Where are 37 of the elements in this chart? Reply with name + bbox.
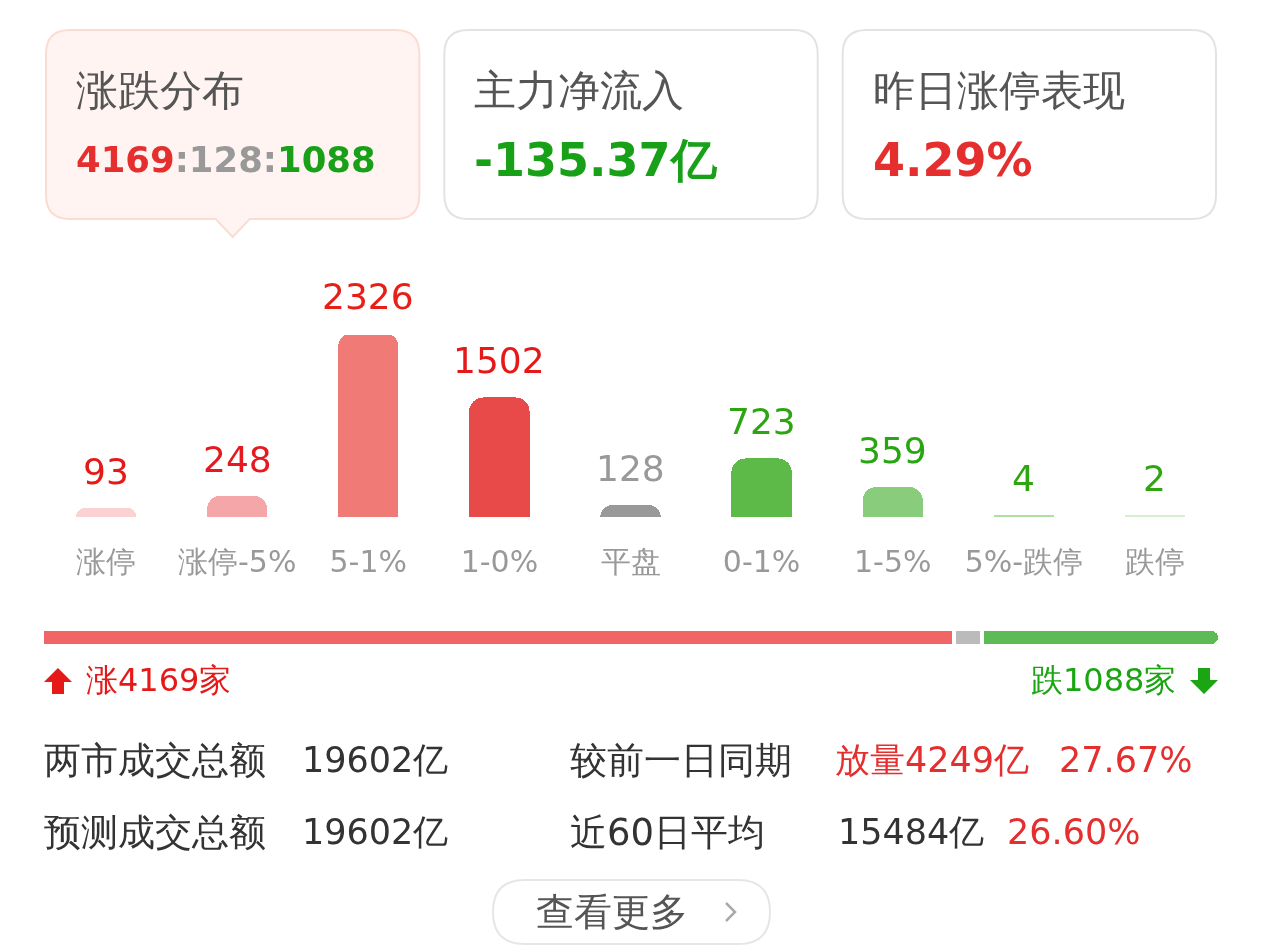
x-tick-label: 涨停-5% bbox=[177, 544, 297, 579]
x-tick-label: 跌停 bbox=[1124, 544, 1185, 579]
text: 19602亿 bbox=[302, 740, 449, 780]
text: 近60日平均 bbox=[570, 811, 766, 854]
text: 26.60% bbox=[1007, 812, 1141, 852]
text: -135.37亿 bbox=[474, 133, 718, 187]
text: 15484亿 bbox=[838, 812, 985, 852]
data-label: 359 bbox=[858, 430, 927, 471]
text: 19602亿 bbox=[302, 812, 449, 852]
x-tick-label: 涨停 bbox=[76, 544, 137, 579]
text: 主力净流入 bbox=[474, 66, 684, 115]
text: 涨跌分布 bbox=[76, 66, 244, 115]
x-tick-label: 1-5% bbox=[853, 544, 932, 579]
x-tick-label: 5-1% bbox=[329, 544, 408, 579]
data-label: 128 bbox=[596, 448, 665, 489]
text: 放量4249亿 bbox=[835, 740, 1030, 780]
x-tick-label: 0-1% bbox=[722, 544, 801, 579]
text: 预测成交总额 bbox=[44, 811, 266, 854]
text: 昨日涨停表现 bbox=[873, 66, 1125, 115]
data-label: 2 bbox=[1143, 458, 1166, 499]
x-tick-label: 5%-跌停 bbox=[964, 544, 1084, 579]
data-label: 248 bbox=[203, 439, 272, 480]
data-label: 2326 bbox=[322, 276, 414, 317]
data-label: 93 bbox=[83, 451, 129, 492]
text: 27.67% bbox=[1059, 740, 1193, 780]
text: 跌1088家 bbox=[1031, 661, 1177, 699]
text: 4.29% bbox=[873, 133, 1033, 187]
data-label: 723 bbox=[727, 401, 796, 442]
data-label: 4 bbox=[1012, 458, 1035, 499]
text: 较前一日同期 bbox=[570, 739, 792, 782]
data-label: 1502 bbox=[453, 340, 545, 381]
x-tick-label: 平盘 bbox=[600, 544, 661, 579]
text: 查看更多 bbox=[536, 890, 688, 934]
text: 4169:128:1088 bbox=[76, 139, 376, 180]
x-tick-label: 1-0% bbox=[460, 544, 539, 579]
text: 涨4169家 bbox=[86, 661, 232, 699]
text: 两市成交总额 bbox=[44, 739, 266, 782]
